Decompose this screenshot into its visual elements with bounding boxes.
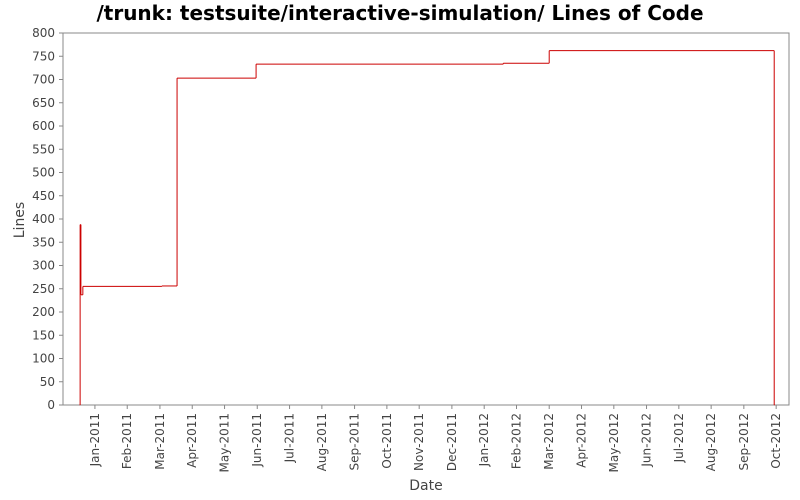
x-tick-label: Feb-2011: [120, 413, 134, 469]
x-tick-label: May-2012: [607, 413, 621, 472]
x-tick-label: Apr-2011: [185, 413, 199, 468]
x-tick-label: Jun-2011: [250, 413, 264, 468]
x-tick-label: Jul-2012: [672, 413, 686, 463]
x-tick-label: Dec-2011: [445, 413, 459, 471]
x-tick-label: Apr-2012: [575, 413, 589, 468]
y-tick-label: 250: [32, 282, 55, 296]
x-tick-label: Oct-2012: [769, 413, 783, 469]
chart-title: /trunk: testsuite/interactive-simulation…: [96, 1, 703, 25]
x-tick-label: Sep-2011: [348, 413, 362, 471]
x-tick-label: Nov-2011: [412, 413, 426, 471]
x-tick-label: Jul-2011: [283, 413, 297, 463]
plot-area: [62, 32, 790, 406]
y-tick-label: 650: [32, 96, 55, 110]
x-tick-label: Oct-2011: [380, 413, 394, 469]
y-tick-label: 800: [32, 26, 55, 40]
y-tick-label: 150: [32, 328, 55, 342]
x-tick-label: Mar-2011: [153, 413, 167, 470]
y-tick-label: 200: [32, 305, 55, 319]
x-tick-label: Sep-2012: [737, 413, 751, 471]
y-tick-label: 400: [32, 212, 55, 226]
x-axis-title: Date: [409, 478, 442, 494]
y-tick-label: 500: [32, 166, 55, 180]
y-tick-label: 100: [32, 352, 55, 366]
y-tick-label: 550: [32, 142, 55, 156]
y-tick-label: 600: [32, 119, 55, 133]
y-tick-label: 700: [32, 73, 55, 87]
x-tick-label: Jan-2011: [88, 413, 102, 467]
x-tick-label: Feb-2012: [510, 413, 524, 469]
y-tick-label: 50: [40, 375, 55, 389]
x-tick-label: Aug-2012: [704, 413, 718, 471]
y-tick-label: 0: [47, 398, 55, 412]
x-tick-label: May-2011: [218, 413, 232, 472]
x-tick-label: Jun-2012: [640, 413, 654, 468]
y-tick-label: 300: [32, 259, 55, 273]
x-tick-label: Aug-2011: [315, 413, 329, 471]
y-tick-label: 450: [32, 189, 55, 203]
x-tick-label: Jan-2012: [477, 413, 491, 467]
x-tick-label: Mar-2012: [542, 413, 556, 470]
y-tick-label: 750: [32, 49, 55, 63]
y-tick-label: 350: [32, 235, 55, 249]
y-axis-title: Lines: [12, 202, 28, 238]
